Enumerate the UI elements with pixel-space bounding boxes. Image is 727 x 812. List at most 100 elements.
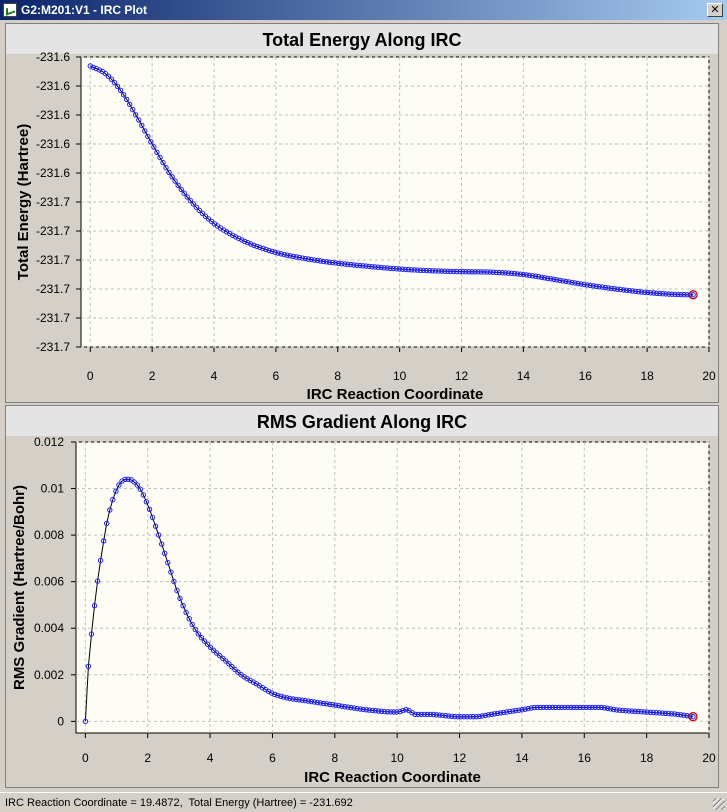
data-point[interactable] (540, 704, 547, 711)
data-point[interactable] (397, 708, 403, 715)
resize-grip[interactable] (713, 798, 725, 810)
data-point[interactable] (299, 255, 305, 261)
data-point[interactable] (354, 262, 360, 269)
data-point[interactable] (254, 243, 260, 250)
data-point[interactable] (348, 261, 354, 268)
data-point[interactable] (122, 476, 128, 483)
data-point[interactable] (457, 268, 463, 275)
data-point[interactable] (385, 709, 391, 715)
data-point[interactable] (668, 711, 675, 717)
data-point[interactable] (363, 707, 369, 713)
data-point[interactable] (445, 268, 451, 275)
data-point[interactable] (217, 653, 223, 659)
data-point[interactable] (257, 244, 263, 251)
data-point[interactable] (384, 265, 390, 271)
data-point[interactable] (101, 538, 107, 544)
data-point[interactable] (593, 283, 599, 289)
data-point[interactable] (113, 488, 119, 494)
data-point[interactable] (378, 264, 384, 271)
data-point[interactable] (520, 271, 527, 278)
data-point[interactable] (592, 704, 598, 711)
data-point[interactable] (360, 706, 366, 713)
data-point[interactable] (446, 713, 452, 719)
data-point[interactable] (505, 270, 511, 276)
data-point[interactable] (114, 83, 121, 89)
data-point[interactable] (183, 609, 189, 616)
data-point[interactable] (461, 714, 467, 720)
data-point[interactable] (94, 578, 101, 584)
data-point[interactable] (366, 263, 372, 270)
data-point[interactable] (589, 704, 595, 711)
data-point[interactable] (433, 712, 440, 718)
data-point[interactable] (504, 709, 510, 715)
data-point[interactable] (566, 279, 572, 285)
data-point[interactable] (467, 714, 473, 720)
data-point[interactable] (330, 702, 336, 708)
data-point[interactable] (342, 704, 348, 710)
data-point[interactable] (587, 282, 593, 289)
data-point[interactable] (408, 267, 415, 273)
data-point[interactable] (513, 707, 519, 714)
data-point[interactable] (245, 240, 251, 246)
data-point[interactable] (551, 276, 557, 283)
data-point[interactable] (614, 707, 620, 713)
data-point[interactable] (620, 707, 626, 714)
data-point[interactable] (510, 708, 516, 714)
data-point[interactable] (88, 631, 95, 637)
data-point[interactable] (455, 714, 461, 720)
data-point[interactable] (532, 273, 539, 279)
data-point[interactable] (508, 270, 515, 277)
data-point[interactable] (363, 263, 369, 269)
data-point[interactable] (572, 280, 578, 286)
data-point[interactable] (632, 288, 639, 294)
data-point[interactable] (626, 708, 632, 714)
data-point[interactable] (290, 253, 296, 260)
data-point[interactable] (605, 285, 611, 291)
data-point[interactable] (436, 712, 443, 718)
data-point[interactable] (107, 507, 113, 513)
data-point[interactable] (155, 532, 162, 538)
data-point[interactable] (223, 658, 229, 664)
data-point[interactable] (180, 603, 186, 609)
data-point[interactable] (333, 702, 339, 708)
data-point[interactable] (236, 235, 242, 242)
data-point[interactable] (326, 701, 333, 707)
data-point[interactable] (281, 251, 287, 258)
data-point[interactable] (481, 269, 487, 275)
data-point[interactable] (117, 87, 124, 94)
data-point[interactable] (162, 550, 168, 557)
data-point[interactable] (578, 281, 584, 287)
data-point[interactable] (378, 708, 385, 714)
close-button[interactable]: ✕ (707, 3, 723, 17)
data-point[interactable] (478, 269, 484, 275)
data-point[interactable] (130, 106, 136, 113)
data-point[interactable] (539, 274, 545, 281)
data-point[interactable] (305, 256, 312, 262)
current-point-marker[interactable] (688, 290, 698, 300)
data-point[interactable] (275, 250, 281, 256)
data-point[interactable] (439, 712, 446, 719)
data-point[interactable] (534, 704, 540, 711)
data-point[interactable] (287, 253, 293, 259)
data-point[interactable] (482, 712, 489, 719)
data-point[interactable] (659, 710, 666, 716)
data-point[interactable] (400, 707, 406, 714)
data-point[interactable] (414, 267, 421, 273)
data-point[interactable] (372, 708, 379, 714)
data-point[interactable] (426, 268, 433, 274)
data-point[interactable] (439, 268, 445, 274)
data-point[interactable] (411, 267, 418, 273)
data-point[interactable] (190, 201, 197, 207)
data-point[interactable] (102, 70, 109, 77)
data-point[interactable] (311, 257, 318, 263)
data-point[interactable] (148, 139, 154, 145)
data-point[interactable] (501, 709, 507, 716)
data-point[interactable] (470, 714, 476, 720)
data-point[interactable] (166, 169, 172, 176)
data-point[interactable] (172, 178, 178, 184)
data-point[interactable] (511, 270, 518, 277)
data-point[interactable] (554, 277, 560, 283)
data-point[interactable] (143, 499, 150, 505)
data-point[interactable] (210, 647, 217, 654)
data-point[interactable] (531, 704, 537, 711)
